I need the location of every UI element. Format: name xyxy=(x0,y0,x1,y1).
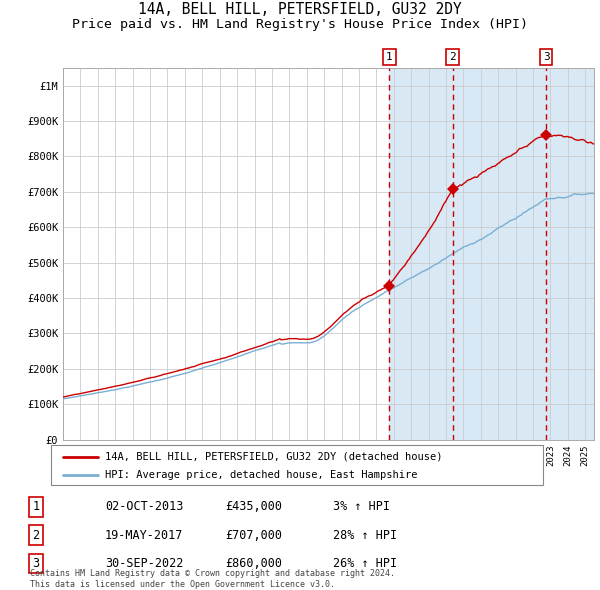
Text: 19-MAY-2017: 19-MAY-2017 xyxy=(105,529,184,542)
Text: 28% ↑ HPI: 28% ↑ HPI xyxy=(333,529,397,542)
Text: 1: 1 xyxy=(386,53,393,63)
Text: 30-SEP-2022: 30-SEP-2022 xyxy=(105,557,184,570)
Text: 2: 2 xyxy=(449,53,456,63)
Text: 2: 2 xyxy=(32,529,40,542)
Text: 02-OCT-2013: 02-OCT-2013 xyxy=(105,500,184,513)
Text: HPI: Average price, detached house, East Hampshire: HPI: Average price, detached house, East… xyxy=(105,470,418,480)
Text: £707,000: £707,000 xyxy=(225,529,282,542)
Text: Contains HM Land Registry data © Crown copyright and database right 2024.
This d: Contains HM Land Registry data © Crown c… xyxy=(30,569,395,589)
Text: 26% ↑ HPI: 26% ↑ HPI xyxy=(333,557,397,570)
Text: Price paid vs. HM Land Registry's House Price Index (HPI): Price paid vs. HM Land Registry's House … xyxy=(72,18,528,31)
Text: 3: 3 xyxy=(543,53,550,63)
Text: 1: 1 xyxy=(32,500,40,513)
Text: 3: 3 xyxy=(32,557,40,570)
FancyBboxPatch shape xyxy=(51,445,543,485)
Text: £860,000: £860,000 xyxy=(225,557,282,570)
Text: 3% ↑ HPI: 3% ↑ HPI xyxy=(333,500,390,513)
Text: £435,000: £435,000 xyxy=(225,500,282,513)
Text: 14A, BELL HILL, PETERSFIELD, GU32 2DY: 14A, BELL HILL, PETERSFIELD, GU32 2DY xyxy=(138,2,462,17)
Bar xyxy=(389,68,594,440)
Text: 14A, BELL HILL, PETERSFIELD, GU32 2DY (detached house): 14A, BELL HILL, PETERSFIELD, GU32 2DY (d… xyxy=(105,452,443,462)
